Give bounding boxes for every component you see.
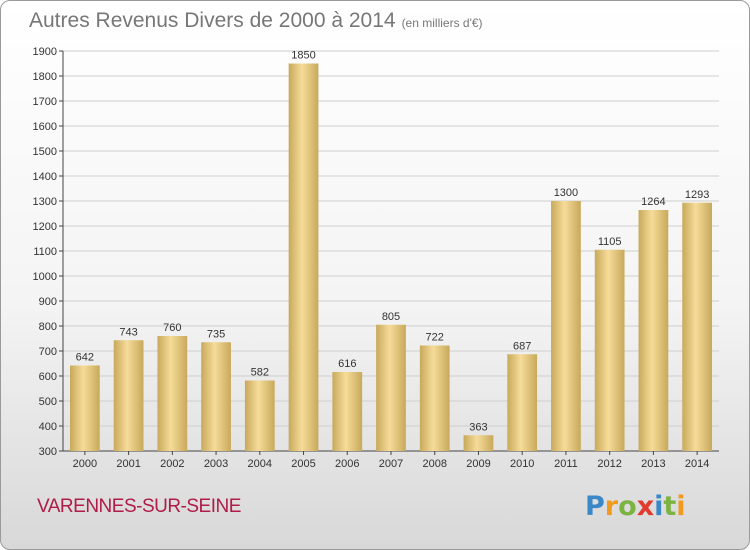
y-tick-label: 1100 <box>33 246 57 258</box>
x-tick-label: 2013 <box>641 458 665 470</box>
logo-letter: o <box>618 491 637 522</box>
x-tick-label: 2011 <box>554 458 578 470</box>
bar-value-label: 363 <box>469 421 487 433</box>
x-tick-label: 2002 <box>160 458 184 470</box>
bar <box>157 336 188 451</box>
y-tick-label: 1000 <box>33 271 57 283</box>
bar <box>113 340 144 451</box>
bar-value-label: 1105 <box>598 236 622 248</box>
x-tick-label: 2008 <box>422 458 446 470</box>
y-tick-label: 400 <box>39 421 57 433</box>
logo-letter: P <box>585 491 605 522</box>
chart-title: Autres Revenus Divers de 2000 à 2014 (en … <box>29 9 483 33</box>
x-tick-label: 2004 <box>248 458 272 470</box>
x-tick-label: 2001 <box>116 458 140 470</box>
bar-value-label: 735 <box>207 328 225 340</box>
y-tick-label: 1800 <box>33 71 57 83</box>
x-tick-label: 2006 <box>335 458 359 470</box>
bar-value-label: 722 <box>426 332 444 344</box>
x-tick-label: 2014 <box>685 458 709 470</box>
bar <box>288 63 319 451</box>
bar-value-label: 1300 <box>554 187 578 199</box>
bar <box>551 201 581 451</box>
y-tick-label: 1300 <box>33 196 57 208</box>
logo-letter: i <box>676 491 686 522</box>
y-tick-label: 1400 <box>33 171 57 183</box>
x-tick-label: 2010 <box>510 458 534 470</box>
bar <box>463 435 494 451</box>
y-tick-label: 1500 <box>33 146 57 158</box>
bar-value-label: 1293 <box>685 189 709 201</box>
x-tick-label: 2000 <box>73 458 97 470</box>
proxiti-logo: Proxiti <box>585 491 686 522</box>
bar <box>419 345 450 451</box>
bar <box>682 202 713 451</box>
x-tick-label: 2009 <box>466 458 490 470</box>
bar <box>376 324 406 451</box>
logo-letter: r <box>604 491 619 522</box>
bar-value-label: 616 <box>338 358 356 370</box>
y-tick-label: 600 <box>39 371 57 383</box>
bar <box>69 365 100 451</box>
bar <box>507 354 538 451</box>
bar <box>638 210 669 451</box>
x-tick-label: 2003 <box>204 458 228 470</box>
bar-value-label: 687 <box>513 340 531 352</box>
bar-value-label: 642 <box>76 352 94 364</box>
y-tick-label: 900 <box>39 296 57 308</box>
chart-title-text: Autres Revenus Divers de 2000 à 2014 <box>29 9 396 32</box>
y-tick-label: 1700 <box>33 96 57 108</box>
x-tick-label: 2005 <box>291 458 315 470</box>
bar <box>594 249 625 451</box>
x-tick-label: 2007 <box>379 458 403 470</box>
y-tick-label: 500 <box>39 396 57 408</box>
bar-value-label: 1264 <box>641 196 665 208</box>
logo-letter: t <box>663 491 677 522</box>
logo-letter: i <box>654 491 664 522</box>
bar-value-label: 760 <box>163 322 181 334</box>
y-tick-label: 800 <box>39 321 57 333</box>
bar <box>244 380 275 451</box>
bar-value-label: 805 <box>382 311 400 323</box>
y-tick-label: 1600 <box>33 121 57 133</box>
y-tick-label: 300 <box>39 446 57 458</box>
logo-letter: x <box>636 491 655 522</box>
commune-name: VARENNES-SUR-SEINE <box>37 496 241 517</box>
chart-subtitle: (en milliers d'€) <box>401 16 483 30</box>
y-tick-label: 700 <box>39 346 57 358</box>
y-tick-label: 1900 <box>33 46 57 58</box>
bar <box>332 372 363 451</box>
y-tick-label: 1200 <box>33 221 57 233</box>
bar-value-label: 582 <box>251 367 269 379</box>
x-tick-label: 2012 <box>597 458 621 470</box>
bar <box>201 342 231 451</box>
bar-value-label: 1850 <box>291 50 315 62</box>
bar-value-label: 743 <box>119 326 137 338</box>
